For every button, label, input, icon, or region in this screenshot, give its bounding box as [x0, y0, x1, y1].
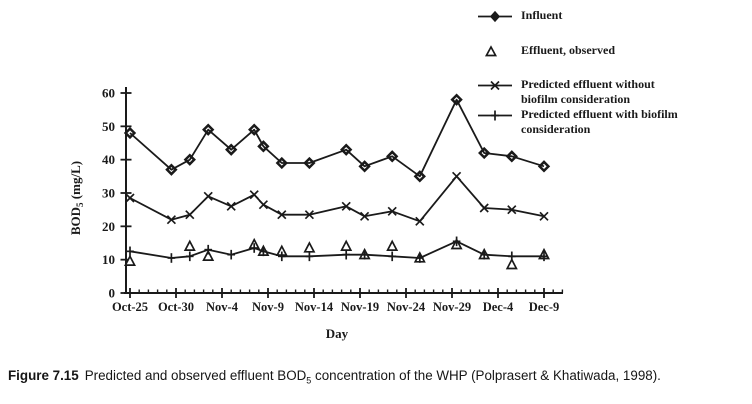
legend-item-predicted-without-biofilm: Predicted effluent without biofilm consid… — [478, 77, 746, 106]
figure-caption: Figure 7.15 Predicted and observed efflue… — [8, 368, 748, 386]
x-tick-label: Dec-4 — [483, 300, 514, 314]
y-axis-title: BOD5 (mg/L) — [68, 161, 85, 235]
legend-item-predicted-with-biofilm: Predicted effluent with biofilm considera… — [478, 107, 746, 136]
y-tick-label: 60 — [102, 86, 115, 101]
triangle-open-swatch-icon — [478, 43, 514, 64]
y-tick-label: 0 — [109, 286, 116, 301]
x-tick-label: Dec-9 — [529, 300, 560, 314]
figure-caption-label: Figure 7.15 — [8, 368, 79, 383]
x-tick-label: Nov-4 — [206, 300, 239, 314]
y-tick-label: 40 — [102, 152, 115, 167]
series-line-predicted-effluent-without-biofilm-consideration — [129, 175, 545, 223]
series-line-influent — [129, 98, 545, 178]
x-tick-label: Oct-30 — [158, 300, 194, 314]
x-axis-title: Day — [326, 326, 349, 341]
legend-label-influent: Influent — [521, 8, 563, 22]
y-tick-label: 50 — [102, 119, 115, 134]
legend-label-predicted-with-biofilm: Predicted effluent with biofilm considera… — [521, 107, 678, 136]
plus-line-swatch-icon — [478, 107, 514, 128]
legend-item-effluent-observed: Effluent, observed — [478, 43, 746, 64]
series-predicted-effluent-without-biofilm-consideration — [125, 171, 549, 226]
x-tick-label: Nov-9 — [252, 300, 284, 314]
chart-legend: Influent Effluent, observed — [478, 0, 746, 136]
series-predicted-effluent-with-biofilm-consideration — [126, 236, 548, 263]
series-influent — [123, 93, 551, 183]
bod-line-chart: 0 10 20 30 40 50 60 Oct-25 Oct-30 Nov-4 Nov-9 Nov-1… — [68, 86, 564, 341]
y-tick-label: 10 — [102, 252, 115, 267]
y-tick-label: 30 — [102, 186, 115, 201]
axes: 0 10 20 30 40 50 60 Oct-25 Oct-30 Nov-4 Nov-9 Nov-1… — [68, 86, 564, 341]
diamond-line-swatch-icon — [478, 8, 514, 29]
x-tick-label: Nov-14 — [295, 300, 334, 314]
x-tick-label: Oct-25 — [112, 300, 148, 314]
legend-label-effluent-observed: Effluent, observed — [521, 43, 615, 57]
x-tick-label: Nov-29 — [433, 300, 471, 314]
figure-caption-text: Predicted and observed effluent BOD5 con… — [84, 368, 661, 386]
legend-label-predicted-without-biofilm: Predicted effluent without biofilm consid… — [521, 77, 655, 106]
x-tick-label: Nov-19 — [341, 300, 379, 314]
x-tick-label: Nov-24 — [387, 300, 426, 314]
x-line-swatch-icon — [478, 77, 514, 98]
legend-item-influent: Influent — [478, 8, 746, 29]
y-tick-label: 20 — [102, 219, 115, 234]
